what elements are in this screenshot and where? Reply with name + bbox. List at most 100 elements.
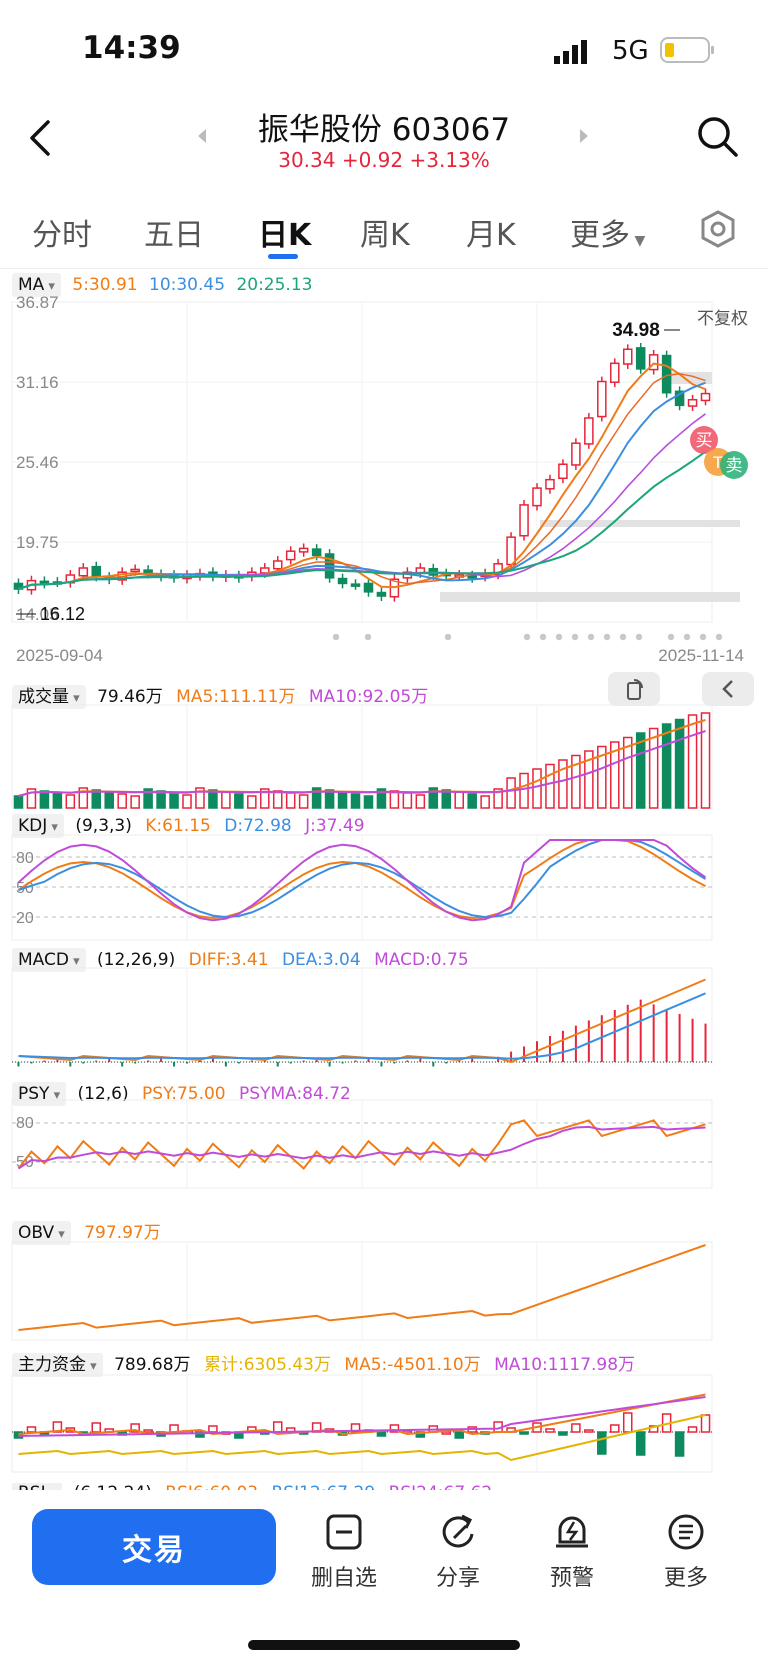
search-icon[interactable] — [696, 115, 740, 159]
event-dot — [555, 633, 563, 641]
obv-legend: OBV 797.97万 — [12, 1218, 161, 1245]
tab-week-k[interactable]: 周K — [360, 218, 410, 253]
volume-bar — [532, 768, 542, 809]
candle — [130, 568, 140, 573]
volume-bar — [558, 759, 568, 809]
minus-box-icon — [326, 1514, 362, 1550]
kdj-selector[interactable]: KDJ — [12, 814, 64, 838]
share-button[interactable]: 分享 — [408, 1510, 508, 1592]
volume-bar — [402, 792, 413, 809]
rsi-selector[interactable]: RSI — [12, 1483, 63, 1492]
trade-button[interactable]: 交易 — [32, 1509, 276, 1585]
more-button[interactable]: 更多 — [636, 1510, 736, 1592]
volume-bar — [117, 793, 127, 809]
candle — [532, 487, 542, 507]
capital-total-line — [18, 1414, 706, 1462]
macd-params: (12,26,9) — [97, 950, 176, 970]
capital-bar — [91, 1422, 102, 1433]
ma20-line — [18, 450, 707, 590]
remove-watch-label: 删自选 — [310, 1566, 377, 1591]
volume-bar — [13, 795, 24, 809]
capital-ma10-line — [18, 1396, 706, 1437]
volume-bar — [182, 794, 192, 809]
macd-value: MACD:0.75 — [374, 950, 469, 970]
kdj-d-line — [18, 839, 707, 919]
capital-bar — [545, 1428, 555, 1433]
ma-legend: MA 5:30.91 10:30.45 20:25.13 — [12, 273, 312, 297]
event-dot — [683, 633, 691, 641]
capital-bar — [597, 1431, 607, 1455]
capital-selector[interactable]: 主力资金 — [12, 1353, 103, 1377]
rsi6-value: RSI6:60.03 — [165, 1483, 258, 1492]
macd-legend: MACD (12,26,9) DIFF:3.41 DEA:3.04 MACD:0… — [12, 948, 469, 972]
event-dot — [364, 633, 372, 641]
capital-bar — [389, 1424, 400, 1433]
candle — [661, 354, 672, 394]
ma-selector[interactable]: MA — [12, 273, 61, 297]
capital-bar — [519, 1431, 529, 1435]
kdj-k: K:61.15 — [145, 816, 211, 836]
capital-ma10: MA10:1117.98万 — [494, 1355, 636, 1375]
volume-bar — [415, 794, 426, 809]
volume-bar — [519, 772, 529, 809]
event-dot — [587, 633, 595, 641]
obv-line — [18, 1244, 706, 1331]
tab-minute[interactable]: 分时 — [32, 218, 92, 253]
volume-bar — [298, 794, 309, 809]
tab-day-k[interactable]: 日K — [258, 218, 312, 253]
capital-bar — [130, 1423, 140, 1433]
candle — [493, 563, 503, 576]
remove-watch-button[interactable]: 删自选 — [294, 1510, 394, 1592]
volume-bar — [143, 788, 153, 809]
settings-icon[interactable] — [700, 210, 736, 248]
tab-more[interactable]: 更多 ▼ — [570, 210, 645, 254]
capital-bar — [454, 1431, 464, 1439]
volume-bar — [104, 791, 114, 809]
y-axis-label: 25.46 — [16, 453, 59, 472]
obv-value: 797.97万 — [84, 1223, 161, 1243]
collapse-button[interactable] — [702, 672, 754, 706]
capital-bar — [687, 1426, 698, 1433]
tab-more-label: 更多 — [570, 218, 630, 253]
candle — [363, 582, 374, 593]
volume-bar — [350, 793, 361, 809]
capital-bar — [376, 1431, 387, 1437]
prev-stock-icon[interactable] — [196, 128, 208, 144]
candle — [597, 380, 607, 418]
tab-five-day[interactable]: 五日 — [144, 218, 204, 253]
psy-selector[interactable]: PSY — [12, 1082, 67, 1106]
chevron-left-icon — [722, 680, 733, 698]
kdj-j: J:37.49 — [305, 816, 365, 836]
event-dot — [332, 633, 340, 641]
candle — [39, 580, 50, 585]
volume-bar — [130, 795, 140, 809]
candle — [558, 463, 568, 480]
stock-chart[interactable]: 36.87 31.16 25.46 19.75 14.05 2025-09-04 2025-… — [0, 0, 768, 1490]
dropdown-icon: ▼ — [630, 233, 646, 249]
kdj-params: (9,3,3) — [75, 816, 132, 836]
y-axis-label: 19.75 — [16, 533, 59, 552]
buy-marker — [690, 426, 718, 454]
event-dot — [715, 633, 723, 641]
candle — [622, 348, 633, 365]
share-icon — [442, 1514, 474, 1548]
obv-selector[interactable]: OBV — [12, 1221, 71, 1245]
volume-bar — [169, 792, 179, 809]
candle — [571, 442, 581, 466]
y-axis-label: 31.16 — [16, 373, 59, 392]
back-icon[interactable] — [26, 118, 56, 158]
capital-bar — [272, 1421, 283, 1433]
candle — [687, 398, 698, 407]
signal-icon — [554, 40, 587, 64]
alert-button[interactable]: 预警 — [522, 1510, 622, 1592]
tab-month-k[interactable]: 月K — [466, 218, 516, 253]
volume-bar — [635, 732, 646, 809]
low-price-label: 16.12 — [40, 604, 85, 624]
volume-bar — [545, 763, 555, 809]
rotate-button[interactable] — [608, 672, 660, 706]
event-dot — [635, 633, 643, 641]
active-tab-indicator — [268, 254, 298, 259]
next-stock-icon[interactable] — [578, 128, 590, 144]
rsi24-value: RSI24:67.62 — [389, 1483, 493, 1492]
status-time: 14:39 — [82, 30, 181, 66]
